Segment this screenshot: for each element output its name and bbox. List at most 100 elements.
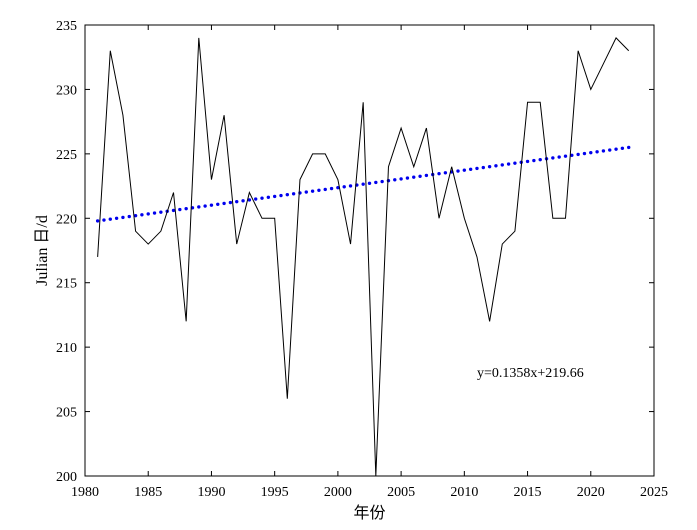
trend-point — [570, 153, 574, 157]
trend-point — [108, 217, 112, 221]
trend-point — [380, 179, 384, 184]
trend-point — [525, 159, 530, 164]
y-tick-label: 200 — [56, 470, 77, 485]
trend-point — [254, 197, 258, 201]
trend-point — [279, 193, 283, 198]
trend-point — [608, 148, 612, 152]
trend-point — [620, 146, 625, 150]
trend-point — [209, 203, 214, 207]
trend-point — [285, 192, 290, 197]
trend-point — [342, 185, 346, 189]
trend-point — [456, 169, 460, 173]
trend-line — [95, 145, 631, 223]
trend-point — [197, 205, 201, 209]
trend-point — [323, 187, 327, 192]
trend-point — [329, 186, 334, 191]
y-tick-label: 235 — [56, 19, 77, 34]
trend-point — [133, 213, 138, 218]
trend-point — [601, 149, 606, 153]
trend-point — [500, 163, 504, 167]
annotations: y=0.1358x+219.66 — [477, 366, 584, 381]
trend-point — [121, 215, 125, 220]
trend-point — [614, 147, 618, 151]
trend-point — [140, 213, 144, 217]
trend-point — [146, 212, 150, 216]
trend-point — [424, 173, 429, 178]
x-axis: 1980 1985 1990 1995 2000 2005 2010 2015 2020 2025 — [71, 25, 668, 500]
trend-point — [487, 164, 492, 169]
trend-point — [481, 165, 485, 170]
x-tick-label: 1985 — [134, 485, 162, 500]
y-axis: 200 205 210 215 220 225 230 235 — [56, 19, 654, 485]
x-tick-label: 2025 — [640, 485, 668, 500]
trend-point — [563, 154, 568, 158]
trend-point — [216, 202, 220, 206]
trend-point — [582, 151, 587, 156]
trend-point — [513, 161, 517, 165]
x-tick-label: 2000 — [324, 485, 352, 500]
trend-point — [184, 206, 188, 211]
trend-point — [627, 145, 631, 150]
trend-point — [437, 171, 441, 176]
y-tick-label: 210 — [56, 341, 77, 356]
trend-point — [532, 158, 536, 163]
plot-frame — [84, 24, 655, 477]
trend-point — [443, 171, 448, 175]
trend-point — [405, 176, 410, 180]
trend-point — [462, 168, 467, 172]
trend-point — [127, 214, 131, 219]
trend-point — [178, 207, 182, 212]
trend-point — [468, 167, 473, 171]
regression-equation-label: y=0.1358x+219.66 — [477, 366, 584, 381]
trend-point — [399, 177, 403, 181]
trend-point — [551, 156, 555, 160]
trend-point — [506, 162, 511, 166]
trend-point — [95, 219, 100, 223]
y-axis-title: Julian 日/d — [34, 215, 51, 286]
trend-point — [317, 188, 321, 192]
x-tick-label: 2010 — [450, 485, 478, 500]
trend-point — [361, 182, 365, 186]
trend-point — [266, 195, 271, 199]
trend-point — [203, 204, 207, 208]
x-axis-title: 年份 — [353, 504, 385, 522]
trend-point — [222, 201, 226, 206]
trend-point — [228, 200, 233, 205]
x-tick-label: 1990 — [197, 485, 225, 500]
trend-point — [310, 189, 315, 193]
trend-point — [412, 175, 416, 179]
x-tick-label: 2020 — [577, 485, 605, 500]
trend-point — [393, 178, 397, 182]
y-tick-label: 220 — [56, 212, 77, 227]
trend-point — [367, 181, 372, 185]
trend-point — [475, 166, 479, 171]
trend-point — [171, 208, 176, 213]
y-tick-label: 225 — [56, 148, 77, 163]
trend-point — [235, 199, 239, 204]
x-tick-label: 1995 — [261, 485, 289, 500]
x-tick-label: 1980 — [71, 485, 99, 500]
trend-point — [374, 180, 378, 185]
trend-point — [494, 164, 498, 168]
trend-point — [348, 184, 353, 188]
trend-point — [291, 192, 296, 196]
y-tick-label: 205 — [56, 406, 77, 421]
trend-point — [336, 185, 340, 190]
trend-point — [418, 174, 422, 178]
trend-point — [247, 198, 252, 202]
y-tick-label: 215 — [56, 277, 77, 292]
trend-point — [272, 194, 277, 199]
series-line — [97, 37, 630, 477]
trend-point — [304, 190, 308, 194]
y-tick-label: 230 — [56, 83, 77, 98]
trend-point — [386, 178, 391, 183]
trend-point — [114, 216, 119, 220]
trend-point — [538, 157, 542, 162]
trend-point — [576, 152, 580, 157]
x-tick-label: 2005 — [387, 485, 415, 500]
trend-point — [595, 150, 599, 154]
trend-point — [159, 210, 163, 214]
x-tick-label: 2015 — [514, 485, 542, 500]
trend-point — [102, 218, 106, 222]
